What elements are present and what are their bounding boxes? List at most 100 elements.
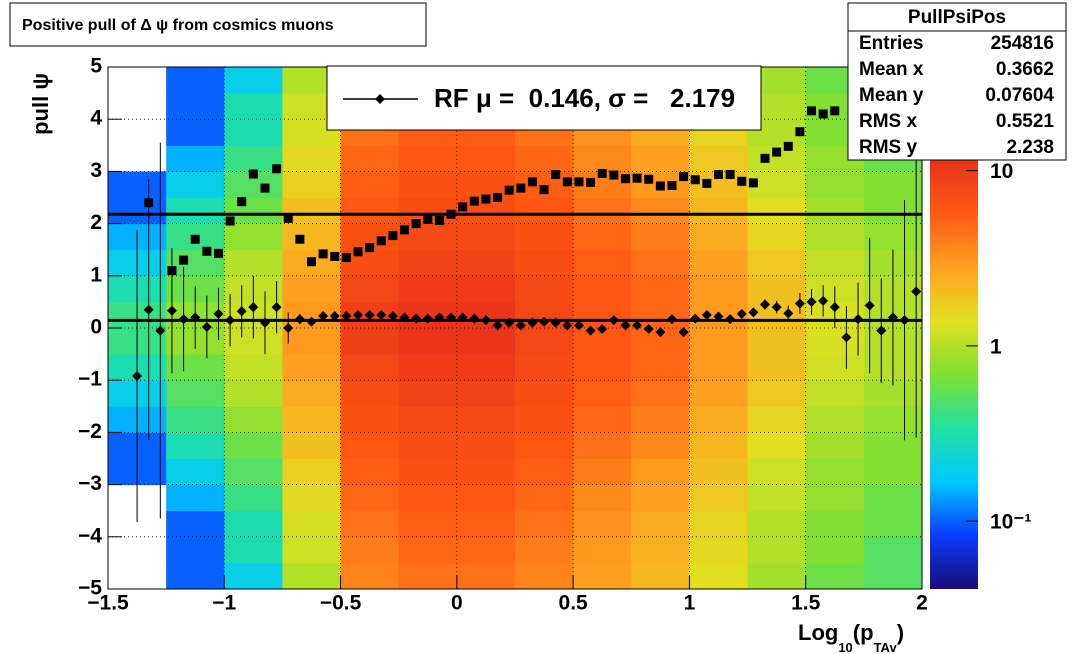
mean-point	[213, 308, 224, 319]
heat-cell	[282, 484, 342, 512]
mean-point	[341, 310, 352, 321]
mean-point	[829, 302, 840, 313]
stats-title: PullPsiPos	[908, 7, 1006, 28]
heat-cell	[631, 223, 690, 251]
sigma-point	[818, 109, 828, 119]
heat-cell	[224, 510, 283, 538]
color-axis: 10⁻¹ 1 10	[966, 160, 1031, 534]
heat-cell	[863, 458, 922, 486]
stats-value: 2.238	[1006, 137, 1054, 158]
heat-cell	[515, 510, 574, 538]
mean-point	[178, 314, 189, 325]
heat-cell	[631, 249, 690, 277]
sigma-point	[748, 178, 758, 188]
sigma-point	[562, 177, 572, 187]
heat-cell	[282, 432, 342, 459]
sigma-point	[493, 193, 503, 202]
sigma-point	[202, 246, 212, 256]
heat-cell	[515, 484, 574, 512]
mean-point	[725, 314, 736, 325]
mean-point	[666, 314, 677, 325]
heat-cell	[282, 458, 342, 486]
mean-point	[434, 312, 445, 323]
heat-cell	[689, 145, 749, 172]
sigma-point	[609, 170, 619, 180]
heat-cell	[398, 536, 458, 564]
heat-cell	[573, 536, 632, 564]
heat-cell	[747, 510, 807, 538]
heat-cell	[863, 171, 922, 198]
heat-cell	[573, 458, 632, 486]
mean-point	[678, 327, 689, 338]
heat-cell	[747, 484, 807, 512]
heat-cell	[224, 67, 283, 94]
y-tick-label: 1	[90, 263, 102, 286]
sigma-point	[144, 198, 154, 208]
mean-point	[853, 314, 864, 325]
heat-cell	[398, 354, 458, 381]
mean-point	[899, 315, 910, 326]
sigma-point	[353, 247, 363, 257]
heat-cell	[166, 562, 225, 589]
heatmap	[108, 67, 922, 589]
heat-cell	[398, 171, 458, 198]
heat-cell	[515, 458, 574, 486]
heat-cell	[166, 536, 225, 564]
heat-cell	[224, 249, 283, 277]
sigma-point	[248, 169, 258, 179]
mean-point	[655, 327, 666, 338]
sigma-point	[760, 153, 770, 163]
title-box	[9, 2, 427, 47]
mean-point	[806, 296, 817, 307]
heat-cell	[573, 275, 632, 303]
heat-cell	[805, 171, 865, 198]
sigma-point	[411, 219, 421, 229]
x-tick-label: 1	[684, 592, 696, 615]
x-label-sub: 10	[838, 640, 852, 654]
sigma-point	[225, 216, 235, 226]
heat-cell	[573, 562, 632, 589]
heat-cell	[573, 484, 632, 512]
heat-cell	[631, 354, 690, 381]
heat-cell	[340, 171, 400, 198]
stats-value: 0.5521	[996, 111, 1055, 132]
heat-cell	[863, 510, 922, 538]
heat-cell	[398, 406, 458, 433]
sigma-point	[423, 214, 433, 224]
heat-cell	[631, 406, 690, 433]
heat-cell	[631, 197, 690, 225]
heat-cell	[108, 171, 167, 198]
heat-cell	[166, 484, 225, 512]
heat-cell	[863, 223, 922, 251]
sigma-point	[597, 168, 607, 178]
heat-cell	[224, 119, 283, 146]
heat-cell	[863, 197, 922, 225]
heat-cell	[456, 484, 516, 512]
heat-cell	[282, 171, 342, 198]
x-label-sub: TAv	[874, 640, 898, 654]
mean-point	[818, 295, 829, 306]
x-tick-label: 0	[451, 592, 463, 615]
mean-point	[562, 320, 573, 331]
mean-point	[713, 311, 724, 322]
sigma-point	[690, 175, 700, 185]
heat-cell	[340, 275, 400, 303]
sigma-point	[551, 170, 561, 180]
heat-cell	[631, 301, 690, 329]
heat-cell	[166, 406, 225, 433]
heat-cell	[515, 536, 574, 564]
heat-cell	[515, 406, 574, 433]
heat-cell	[224, 380, 283, 407]
mean-point	[539, 316, 550, 327]
heat-cell	[282, 536, 342, 564]
mean-point	[422, 313, 433, 324]
sigma-point	[458, 202, 468, 212]
x-tick-label: −1	[212, 592, 236, 615]
mean-point	[132, 371, 143, 382]
heat-cell	[456, 432, 516, 459]
heat-cell	[340, 562, 400, 589]
heat-cell	[515, 432, 574, 459]
heat-cell	[805, 458, 865, 486]
heat-cell	[631, 536, 690, 564]
heat-cell	[689, 458, 749, 486]
